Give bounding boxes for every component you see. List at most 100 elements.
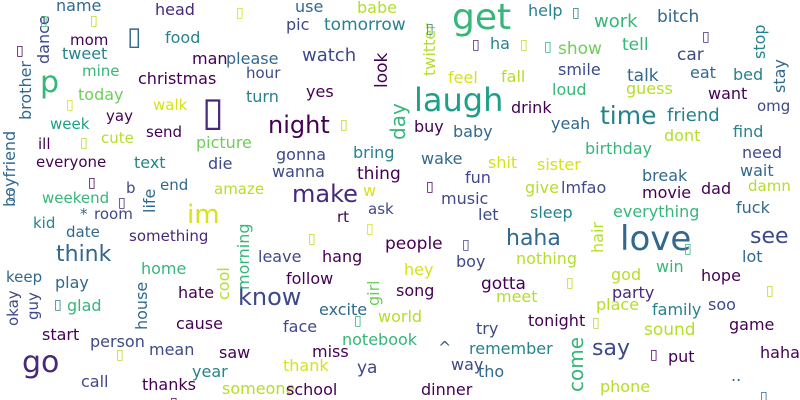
word-car: car [677,45,704,65]
word-drink: drink [511,98,552,117]
word-tonight: sound [644,320,696,340]
word-take: god [611,265,642,284]
word-time: time [600,101,657,130]
emoji-glyph: ▯ [66,97,74,113]
word-name: name [56,0,102,15]
emoji-glyph: ▯ [472,37,480,53]
word-people: people [385,234,443,254]
word-glad: excite [319,300,368,319]
word-okay: glad [67,296,102,315]
word-look: look [372,52,392,88]
word-come: come [564,336,588,392]
word-tomorrow: tomorrow [324,15,406,35]
word-p: p [40,65,60,100]
emoji-glyph: ▯ [760,389,768,400]
word-talk: talk [627,66,659,86]
word-mine: mine [82,62,120,80]
word-know: know [238,283,302,311]
word-brother: brother [16,60,35,120]
emoji-glyph: ▯ [80,135,88,151]
word-hate: girl [364,280,383,306]
word-yeah: yeah [551,114,591,133]
word-ill: ill [38,135,51,153]
word-work: work [594,11,638,32]
word-morning: morning [234,223,253,290]
word-go: go [22,345,60,380]
word-life: life [140,188,159,213]
word-nothing: nothing [516,249,578,268]
word-someone: school [286,380,338,399]
word-need: need [742,143,782,162]
word-play: play [55,273,89,292]
word-see: see [750,224,789,249]
word-meet: place [596,295,640,314]
word-something: something [129,227,209,245]
word-pic: pic [286,15,310,34]
word-buy: buy [414,117,444,136]
word-food: food [165,28,201,47]
word-girl: gotta [481,274,526,294]
emoji-glyph: ▯ [544,39,552,55]
emoji-glyph: ▯ [54,297,62,313]
word-hair: hair [588,222,607,253]
emoji-glyph: ▯ [366,221,374,237]
word-music: music [441,189,489,208]
word-fuck: fuck [736,198,770,217]
emoji-glyph: ▯ [462,237,470,253]
word-turn: turn [246,87,279,106]
word-laugh: laugh [414,81,504,119]
word-babe: babe [357,0,397,17]
word-yay: yay [106,107,133,125]
word-thing: thing [357,164,401,184]
word-ya: way [451,355,484,374]
word-bitch: bitch [657,7,700,27]
word-tell: tell [622,35,649,55]
word-get: get [452,0,512,38]
emoji-glyph: ▯ [340,117,348,133]
word-ask: ask [368,200,394,218]
word-notebook: remember [469,339,553,358]
word-put: hahaha [760,343,800,362]
word-help: help [528,1,563,20]
word-soo: okay [4,290,22,326]
emoji-glyph: ▯ [426,21,434,37]
word-saw: miss [312,342,349,361]
word-birthday: birthday [585,139,653,158]
word-miss: call [81,372,109,391]
emoji-glyph: ▯ [426,179,434,195]
word-dots: ^ [438,338,452,357]
word-make: make [292,180,358,208]
word-boy: boy [456,252,486,271]
word-guess: guess [626,79,673,98]
word-die: die [208,154,233,173]
word-hang: hang [322,247,363,266]
emoji-glyph: ▯ [236,5,244,21]
word-family: world [378,307,423,326]
word-cause: face [283,317,318,336]
word-home: home [141,259,187,278]
word-guy: hate [178,283,215,302]
word-sister: sister [537,155,581,174]
emoji-glyph: ▯ [520,37,528,53]
word-lmfao: lmfao [561,178,607,197]
emoji-glyph: ▯ [202,89,225,135]
word-sleep: sleep [530,203,573,222]
word-say: say [592,336,630,361]
word-song: meet [496,287,538,306]
emoji-glyph: ▯ [766,283,774,299]
word-man: man [192,49,228,68]
emoji-glyph: ▯ [16,43,24,59]
word-let: let [478,205,499,224]
word-bring: bring [353,143,395,162]
word-amaze: amaze [214,180,265,198]
emoji-glyph: ▯ [170,396,178,400]
word-thanks: year [192,362,228,381]
word-gotta: party [612,283,655,302]
word-please: please [226,49,279,68]
word-tho: someone [222,379,296,398]
word-start: cause [176,314,223,333]
word-feel: feel [448,68,478,87]
word-remember: put [668,347,695,366]
word-room: room [94,205,133,223]
